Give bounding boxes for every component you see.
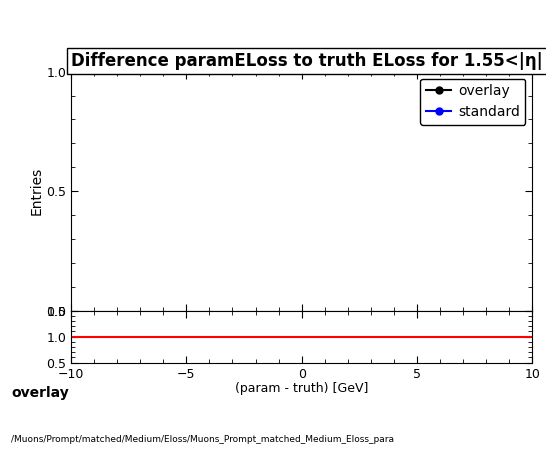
Text: Difference paramELoss to truth ELoss for 1.55<|η|: Difference paramELoss to truth ELoss for… bbox=[71, 52, 543, 70]
Y-axis label: Entries: Entries bbox=[29, 167, 43, 215]
Legend: overlay, standard: overlay, standard bbox=[420, 79, 525, 125]
X-axis label: (param - truth) [GeV]: (param - truth) [GeV] bbox=[235, 382, 369, 395]
Text: overlay: overlay bbox=[11, 386, 69, 400]
Text: /Muons/Prompt/matched/Medium/Eloss/Muons_Prompt_matched_Medium_Eloss_para: /Muons/Prompt/matched/Medium/Eloss/Muons… bbox=[11, 435, 394, 444]
